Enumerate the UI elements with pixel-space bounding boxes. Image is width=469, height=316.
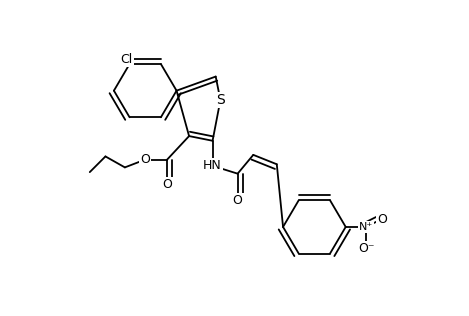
- Text: S: S: [216, 93, 225, 107]
- Text: O: O: [377, 213, 386, 226]
- Text: Cl: Cl: [121, 53, 133, 66]
- Text: O⁻: O⁻: [358, 242, 374, 255]
- Text: N⁺: N⁺: [359, 222, 373, 232]
- Text: O: O: [140, 153, 150, 166]
- Text: O: O: [233, 194, 242, 207]
- Text: O: O: [162, 178, 172, 191]
- Text: HN: HN: [203, 159, 222, 172]
